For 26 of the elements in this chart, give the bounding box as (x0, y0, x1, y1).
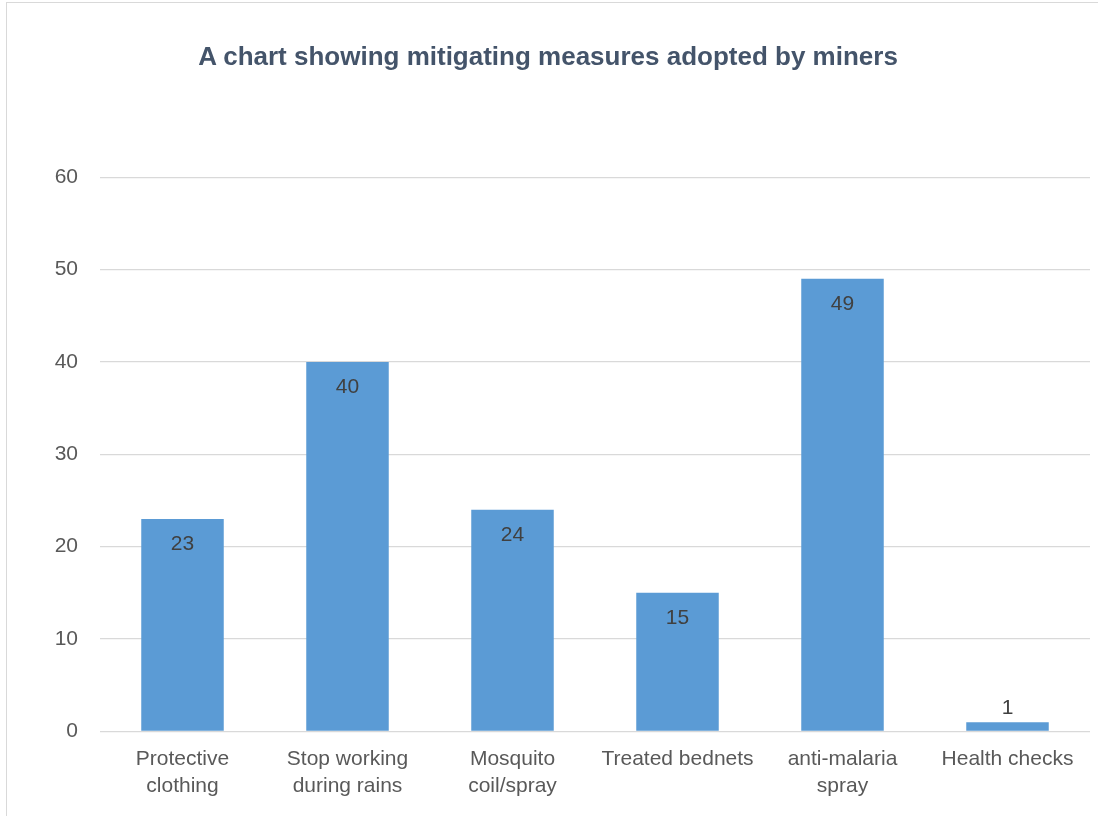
x-tick-label: Mosquito coil/spray (468, 745, 558, 797)
x-tick-label: Protective clothing (135, 745, 230, 797)
data-label: 49 (830, 291, 855, 315)
bar (636, 592, 719, 731)
y-tick-label: 20 (54, 533, 78, 557)
data-label: 40 (335, 374, 360, 398)
bar (471, 509, 554, 731)
y-tick-label: 60 (54, 164, 78, 187)
y-tick-label: 40 (54, 348, 78, 372)
data-label: 24 (500, 522, 525, 546)
y-tick-label: 30 (54, 441, 78, 465)
y-tick-label: 0 (66, 718, 78, 742)
data-label: 23 (170, 531, 195, 555)
data-label: 15 (665, 605, 690, 629)
x-tick-label: Stop working during rains (286, 745, 409, 797)
bar (966, 722, 1049, 731)
chart-title: A chart showing mitigating measures adopted by miners (198, 40, 898, 71)
x-tick-label: Treated bednets (601, 745, 754, 769)
y-tick-label: 10 (54, 625, 78, 649)
bar (306, 361, 389, 731)
bar (801, 278, 884, 731)
y-tick-label: 50 (54, 256, 78, 280)
x-tick-label: anti-malaria spray (787, 745, 898, 797)
bar (141, 518, 224, 731)
x-tick-label: Health checks (941, 745, 1074, 769)
data-label: 1 (1001, 695, 1014, 719)
